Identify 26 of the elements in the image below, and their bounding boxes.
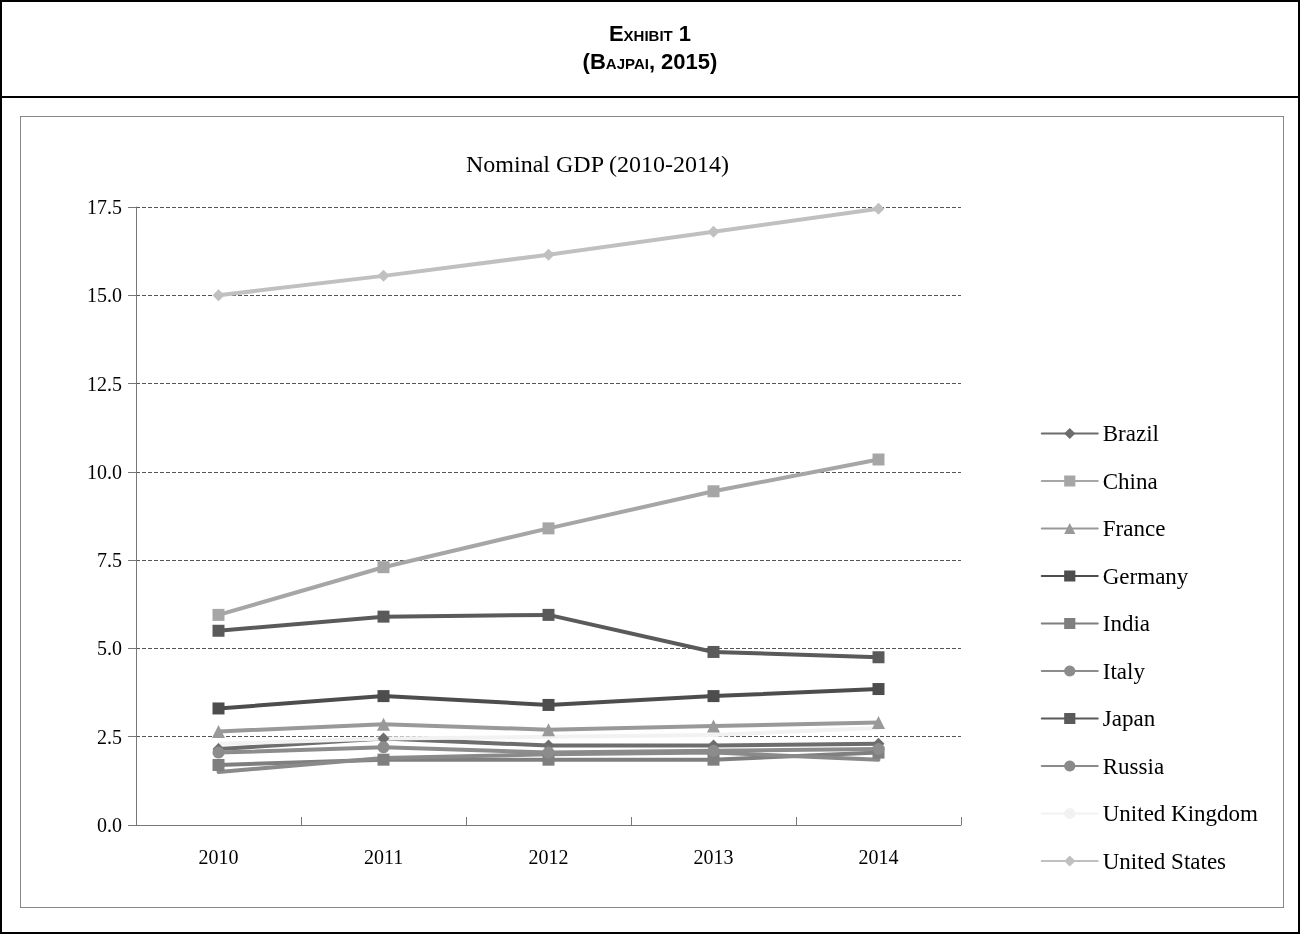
legend-label: Italy xyxy=(1102,658,1146,684)
legend-label: United Kingdom xyxy=(1102,801,1259,826)
y-tick-label: 0.0 xyxy=(97,814,122,836)
x-tick-label: 2014 xyxy=(858,846,899,868)
x-tick-label: 2013 xyxy=(693,846,734,868)
legend-label: Brazil xyxy=(1102,421,1159,446)
y-tick-label: 12.5 xyxy=(87,372,122,395)
legend-label: China xyxy=(1102,468,1158,494)
y-tick-label: 15.0 xyxy=(87,284,122,307)
y-tick-label: 2.5 xyxy=(97,725,122,748)
legend-label: United States xyxy=(1102,848,1227,874)
legend-label: France xyxy=(1102,516,1166,541)
x-tick-label: 2010 xyxy=(198,846,239,868)
legend-label: Russia xyxy=(1102,753,1165,779)
y-tick-label: 7.5 xyxy=(97,549,122,572)
legend-label: Japan xyxy=(1102,706,1156,731)
legend-label: India xyxy=(1102,611,1151,636)
x-tick-label: 2012 xyxy=(528,846,569,868)
legend-label: Germany xyxy=(1102,563,1189,589)
chart-title: Nominal GDP (2010-2014) xyxy=(466,151,730,177)
y-tick-label: 5.0 xyxy=(97,637,122,660)
text: Exhibit 1 xyxy=(607,20,693,48)
text: (Bajpai, 2015) xyxy=(581,48,719,76)
y-tick-label: 17.5 xyxy=(87,196,122,218)
y-tick-label: 10.0 xyxy=(87,460,122,483)
x-tick-label: 2011 xyxy=(363,846,404,868)
